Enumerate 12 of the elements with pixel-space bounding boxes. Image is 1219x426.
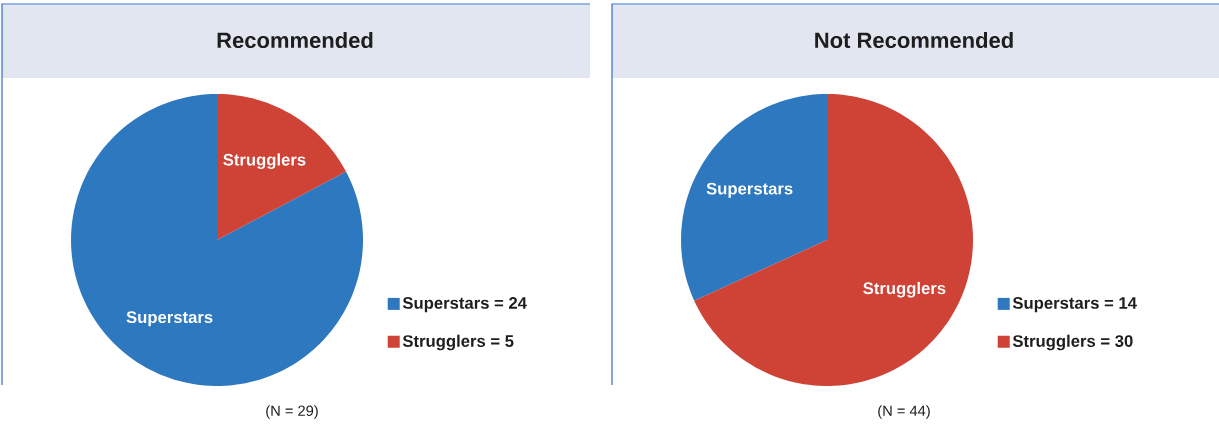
chart-title: Recommended [217, 31, 373, 49]
legend-label: Strugglers = 5 [402, 334, 514, 351]
text: (N = 44) [878, 405, 930, 419]
text: (N = 29) [266, 405, 318, 419]
chart-title: Not Recommended [815, 31, 1013, 49]
text: Superstars [126, 311, 213, 327]
legend-label: Superstars = 14 [1012, 297, 1137, 313]
legend-label: Superstars = 24 [402, 297, 527, 313]
legend-label: Strugglers = 30 [1012, 334, 1133, 351]
text: Superstars [706, 182, 793, 198]
text: Strugglers [223, 153, 306, 169]
text: Strugglers [863, 281, 946, 298]
